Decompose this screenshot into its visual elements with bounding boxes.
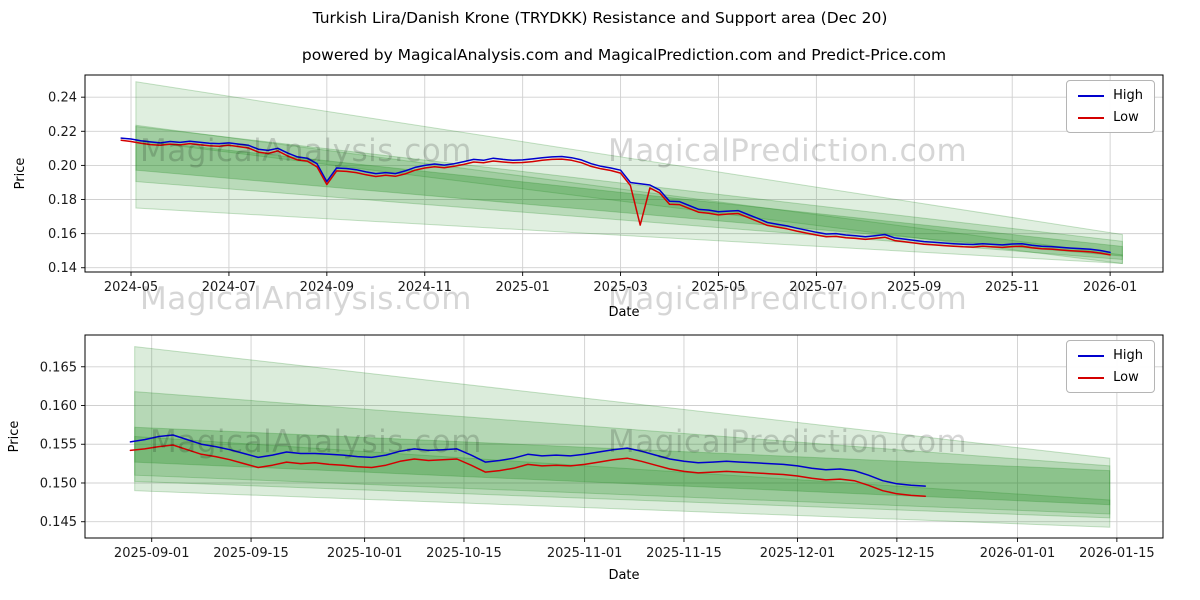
y-tick-label: 0.22 <box>48 125 77 140</box>
legend-label-high: High <box>1113 88 1143 103</box>
plot-border <box>84 74 1164 273</box>
x-tick-label: 2025-09 <box>887 280 941 295</box>
plot-border <box>84 334 1164 539</box>
x-tick-label: 2024-05 <box>104 280 158 295</box>
legend-entry-low: Low <box>1078 110 1143 125</box>
y-tick-label: 0.165 <box>40 360 77 375</box>
figure-subtitle: powered by MagicalAnalysis.com and Magic… <box>301 46 947 64</box>
legend-entry-high: High <box>1078 348 1143 363</box>
x-tick-label: 2025-07 <box>789 280 843 295</box>
support-resistance-band <box>135 125 1123 261</box>
y-tick-label: 0.150 <box>40 476 77 491</box>
chart-full-history: 2024-05 2024-07 2024-09 2024-11 2025-01 2025-… <box>13 74 1164 320</box>
x-axis-label: Date <box>608 568 639 583</box>
x-tick-label: 2025-12-01 <box>760 546 836 561</box>
x-tick-label: 2026-01-01 <box>980 546 1056 561</box>
y-axis-label: Price <box>7 421 22 453</box>
y-tick-label: 0.18 <box>48 193 77 208</box>
x-tick-label: 2025-09-01 <box>114 546 190 561</box>
x-tick-label: 2025-05 <box>691 280 745 295</box>
legend-entry-high: High <box>1078 88 1143 103</box>
legend-recent-detail: High Low <box>1066 340 1155 393</box>
x-tick-label: 2025-11-15 <box>646 546 722 561</box>
figure-title: Turkish Lira/Danish Krone (TRYDKK) Resis… <box>312 9 888 27</box>
support-resistance-band <box>134 346 1111 528</box>
x-tick-label: 2026-01-15 <box>1079 546 1155 561</box>
x-tick-label: 2025-09-15 <box>213 546 289 561</box>
low-line-swatch <box>1078 376 1105 379</box>
high-line-swatch <box>1078 354 1105 357</box>
legend-label-high: High <box>1113 348 1143 363</box>
y-tick-label: 0.14 <box>48 261 77 276</box>
x-tick-label: 2025-11-01 <box>547 546 623 561</box>
y-tick-label: 0.20 <box>48 159 77 174</box>
support-resistance-band <box>135 124 1123 265</box>
high-line-swatch <box>1078 94 1105 97</box>
x-tick-label: 2024-09 <box>300 280 354 295</box>
legend-full-history: High Low <box>1066 80 1155 133</box>
support-resistance-band <box>135 139 1123 257</box>
chart-recent-detail: 2025-09-01 2025-09-15 2025-10-01 2025-10-15… <box>7 334 1164 583</box>
y-axis-label: Price <box>13 158 28 190</box>
y-tick-label: 0.24 <box>48 91 77 106</box>
x-tick-label: 2026-01 <box>1083 280 1137 295</box>
x-tick-label: 2025-03 <box>593 280 647 295</box>
high-series-line <box>129 434 927 487</box>
low-line-swatch <box>1078 116 1105 119</box>
y-tick-label: 0.16 <box>48 227 77 242</box>
x-tick-label: 2025-01 <box>495 280 549 295</box>
y-tick-label: 0.155 <box>40 438 77 453</box>
x-tick-label: 2024-07 <box>202 280 256 295</box>
x-axis-label: Date <box>608 305 639 320</box>
x-tick-label: 2024-11 <box>398 280 452 295</box>
y-tick-label: 0.160 <box>40 399 77 414</box>
legend-label-low: Low <box>1113 110 1139 125</box>
low-series-line <box>129 444 927 497</box>
x-tick-label: 2025-10-15 <box>426 546 502 561</box>
support-resistance-band <box>135 81 1123 265</box>
x-tick-label: 2025-10-01 <box>327 546 403 561</box>
x-tick-label: 2025-12-15 <box>859 546 935 561</box>
support-resistance-band <box>134 391 1111 515</box>
y-tick-label: 0.145 <box>40 515 77 530</box>
high-series-line <box>120 137 1111 254</box>
x-tick-label: 2025-11 <box>985 280 1039 295</box>
legend-label-low: Low <box>1113 370 1139 385</box>
low-series-line <box>120 139 1111 256</box>
legend-entry-low: Low <box>1078 370 1143 385</box>
